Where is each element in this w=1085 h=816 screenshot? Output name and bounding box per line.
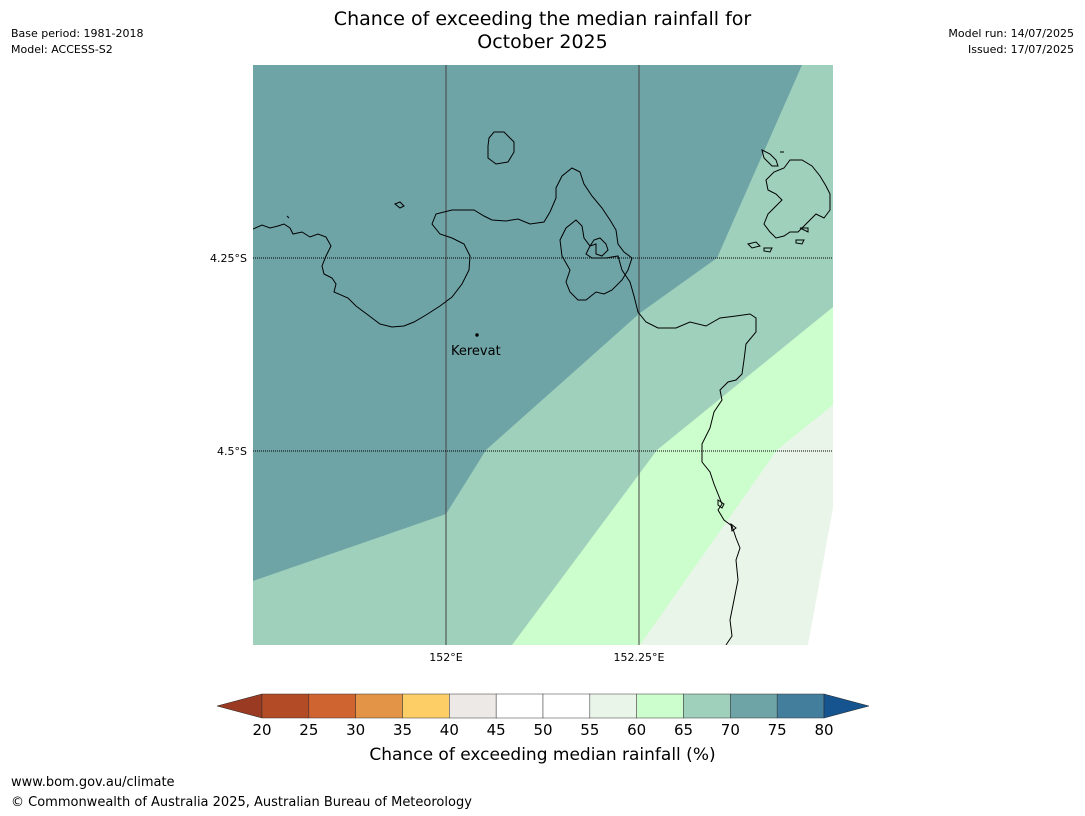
model-run: Model run: 14/07/2025 xyxy=(948,27,1074,40)
colorbar-title: Chance of exceeding median rainfall (%) xyxy=(369,745,716,765)
colorbar-tick-labels: 20 25 30 35 40 45 50 55 60 65 70 75 80 xyxy=(252,721,833,739)
lon-tick-labels: 152°E 152.25°E xyxy=(429,651,664,664)
base-period: Base period: 1981-2018 xyxy=(11,27,144,40)
issued-date: Issued: 17/07/2025 xyxy=(967,43,1074,56)
colorbar: 20 25 30 35 40 45 50 55 60 65 70 75 80 xyxy=(216,693,870,739)
coastline xyxy=(253,131,831,645)
lon-tick-label: 152°E xyxy=(429,651,462,664)
colorbar-segment xyxy=(730,693,778,719)
colorbar-tick-label: 80 xyxy=(814,721,833,739)
colorbar-segment xyxy=(776,693,825,719)
colorbar-tick-label: 40 xyxy=(440,721,459,739)
colorbar-tick-label: 20 xyxy=(252,721,271,739)
title-line-1: Chance of exceeding the median rainfall … xyxy=(333,8,752,30)
colorbar-segment xyxy=(355,693,403,719)
colorbar-segment xyxy=(683,693,731,719)
model-name: Model: ACCESS-S2 xyxy=(11,43,113,56)
colorbar-segment xyxy=(542,693,591,719)
kerevat-marker xyxy=(475,333,479,337)
colorbar-tick-label: 55 xyxy=(580,721,599,739)
meta-right: Model run: 14/07/2025 Issued: 17/07/2025 xyxy=(948,26,1074,58)
colorbar-tick-label: 30 xyxy=(346,721,365,739)
colorbar-segments xyxy=(261,693,825,719)
lat-tick-label: 4.25°S xyxy=(210,252,247,265)
colorbar-segment xyxy=(589,693,637,719)
colorbar-segment xyxy=(308,693,356,719)
map-title: Chance of exceeding the median rainfall … xyxy=(0,8,1085,54)
lon-tick-label: 152.25°E xyxy=(614,651,665,664)
colorbar-segment xyxy=(636,693,684,719)
colorbar-segment xyxy=(449,693,497,719)
footer-copyright: © Commonwealth of Australia 2025, Austra… xyxy=(11,795,472,810)
place-label-kerevat: Kerevat xyxy=(451,344,501,359)
lat-tick-labels: 4.25°S 4.5°S xyxy=(210,252,247,458)
map: Kerevat 4.25°S 4.5°S 152°E 152.25°E xyxy=(210,65,833,664)
lat-tick-label: 4.5°S xyxy=(217,445,247,458)
colorbar-tick-label: 70 xyxy=(721,721,740,739)
colorbar-tick-label: 65 xyxy=(674,721,693,739)
colorbar-segment xyxy=(495,693,544,719)
band-70-75 xyxy=(253,65,802,581)
meta-left: Base period: 1981-2018 Model: ACCESS-S2 xyxy=(11,26,143,58)
colorbar-segment xyxy=(402,693,450,719)
colorbar-tick-label: 45 xyxy=(487,721,506,739)
colorbar-segment xyxy=(261,693,310,719)
colorbar-tick-label: 50 xyxy=(533,721,552,739)
title-line-2: October 2025 xyxy=(477,31,608,53)
footer-url: www.bom.gov.au/climate xyxy=(11,775,175,790)
colorbar-under-triangle xyxy=(216,693,263,719)
colorbar-tick-label: 60 xyxy=(627,721,646,739)
colorbar-tick-label: 75 xyxy=(768,721,787,739)
map-canvas: Kerevat xyxy=(253,65,833,645)
colorbar-tick-label: 25 xyxy=(299,721,318,739)
colorbar-tick-label: 35 xyxy=(393,721,412,739)
colorbar-over-triangle xyxy=(823,693,870,719)
